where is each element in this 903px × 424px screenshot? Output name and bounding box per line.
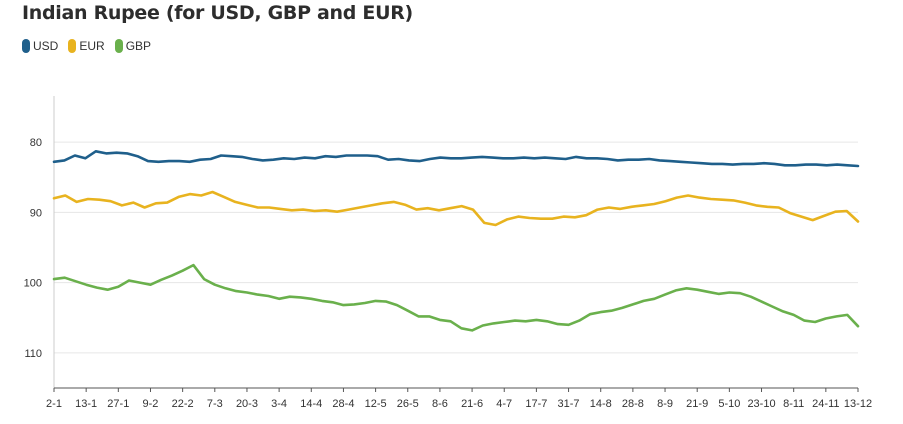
x-tick-label: 14-8 [590, 398, 612, 410]
x-tick-label: 21-9 [686, 398, 708, 410]
legend-swatch-usd [22, 39, 30, 53]
series-line-usd[interactable] [52, 150, 860, 168]
x-tick-label: 5-10 [718, 398, 740, 410]
x-tick-label: 22-2 [172, 398, 194, 410]
grid-lines [54, 141, 858, 354]
x-tick-label: 27-1 [107, 398, 129, 410]
x-tick-label: 23-10 [747, 398, 775, 410]
x-tick-label: 31-7 [558, 398, 580, 410]
x-tick-label: 20-3 [236, 398, 258, 410]
x-axis: 2-1 13-1 27-1 9-2 22-2 7-3 20-3 3-4 14-4 28-4 12-5… [46, 387, 872, 410]
x-tick-label: 8-11 [783, 398, 804, 410]
y-tick-label-90: 90 [30, 207, 42, 219]
legend-label-gbp: GBP [125, 39, 152, 53]
x-tick-label: 8-6 [432, 398, 448, 410]
x-tick-label: 28-8 [622, 398, 644, 410]
chart-title: Indian Rupee (for USD, GBP and EUR) [22, 2, 413, 24]
x-tick-label: 7-3 [207, 398, 223, 410]
legend-item-eur[interactable]: EUR [68, 39, 105, 53]
x-tick-label: 17-7 [525, 398, 547, 410]
x-tick-label: 2-1 [46, 398, 62, 410]
y-tick-label-110: 110 [24, 348, 42, 360]
x-tick-label: 13-1 [75, 398, 97, 410]
x-tick-label: 13-12 [844, 398, 872, 410]
y-tick-label-100: 100 [24, 278, 42, 290]
x-tick-label: 24-11 [812, 398, 839, 410]
series-line-gbp[interactable] [52, 263, 860, 332]
x-tick-label: 21-6 [461, 398, 483, 410]
x-tick-label: 9-2 [143, 398, 159, 410]
series-line-eur[interactable] [52, 190, 860, 227]
chart-legend: USD EUR GBP [22, 39, 151, 53]
y-tick-label-80: 80 [30, 137, 42, 149]
x-tick-label: 26-5 [397, 398, 419, 410]
legend-swatch-eur [68, 39, 77, 53]
y-axis: 80 90 100 110 [24, 96, 55, 388]
x-tick-label: 3-4 [271, 398, 287, 410]
legend-swatch-gbp [114, 39, 123, 53]
legend-label-eur: EUR [79, 39, 105, 53]
x-tick-label: 14-4 [300, 398, 322, 410]
x-tick-label: 4-7 [496, 398, 512, 410]
x-tick-label: 12-5 [365, 398, 387, 410]
x-tick-label: 8-9 [657, 398, 673, 410]
legend-item-usd[interactable]: USD [22, 39, 58, 53]
series-lines [52, 150, 860, 332]
legend-label-usd: USD [33, 39, 59, 53]
legend-item-gbp[interactable]: GBP [114, 39, 152, 53]
x-tick-label: 28-4 [332, 398, 354, 410]
